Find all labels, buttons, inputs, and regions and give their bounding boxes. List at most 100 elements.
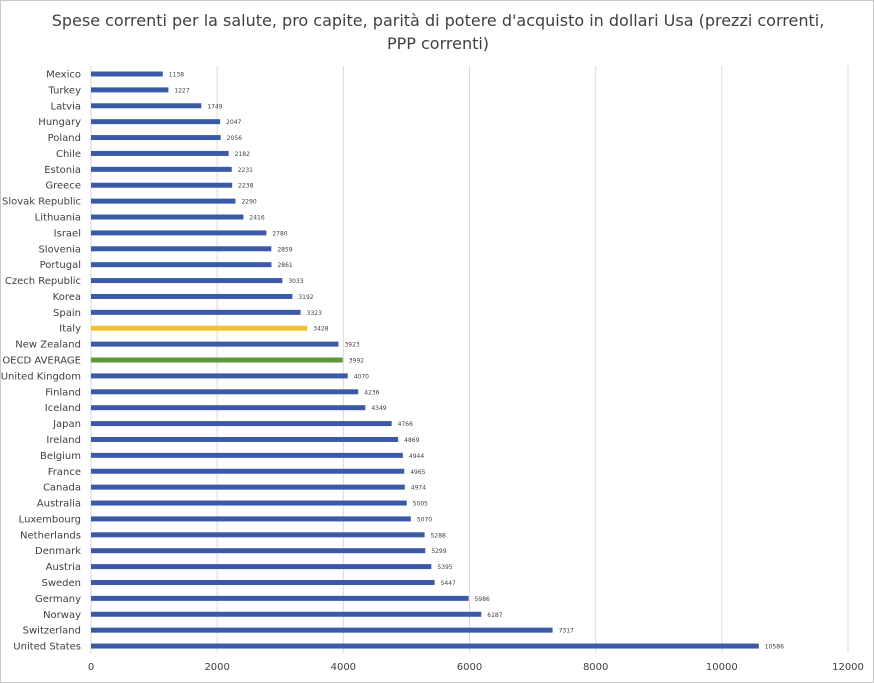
category-label: Iceland xyxy=(45,403,81,414)
bar xyxy=(91,611,482,617)
bar xyxy=(91,436,399,442)
value-label: 5395 xyxy=(437,564,452,571)
category-label: Germany xyxy=(35,594,81,605)
category-label: Slovak Republic xyxy=(2,197,81,208)
bar xyxy=(91,182,233,188)
value-label: 2047 xyxy=(226,119,241,126)
value-label: 5299 xyxy=(431,548,446,555)
value-label: 2780 xyxy=(272,230,287,237)
bar xyxy=(91,262,272,268)
category-label: Australia xyxy=(37,499,81,510)
category-label: Denmark xyxy=(35,546,81,557)
category-label: Italy xyxy=(59,324,81,335)
category-label: Finland xyxy=(45,387,81,398)
x-tick-label: 4000 xyxy=(331,662,356,673)
x-tick-label: 8000 xyxy=(583,662,608,673)
bar xyxy=(91,135,221,141)
value-label: 4944 xyxy=(409,453,424,460)
bar xyxy=(91,643,759,649)
bar xyxy=(91,484,405,490)
bar xyxy=(91,405,366,411)
bar xyxy=(91,198,236,204)
category-label: Hungary xyxy=(38,117,81,128)
value-label: 1138 xyxy=(169,72,184,79)
category-label: Poland xyxy=(48,133,81,144)
bar xyxy=(91,532,425,538)
category-label: Mexico xyxy=(46,70,81,81)
category-label: Switzerland xyxy=(23,626,81,637)
bar xyxy=(91,516,411,522)
value-label: 2238 xyxy=(238,183,253,190)
category-label: Portugal xyxy=(40,260,81,271)
value-label: 4965 xyxy=(410,469,425,476)
bar xyxy=(91,230,267,236)
value-label: 4070 xyxy=(354,373,369,380)
bar xyxy=(91,548,426,554)
value-label: 5005 xyxy=(413,501,428,508)
bar xyxy=(91,309,301,315)
category-label: Ireland xyxy=(46,435,81,446)
x-tick-label: 6000 xyxy=(457,662,482,673)
bar xyxy=(91,214,244,220)
category-label: France xyxy=(48,467,81,478)
bar xyxy=(91,564,432,570)
value-label: 2231 xyxy=(238,167,253,174)
category-label: Latvia xyxy=(51,101,81,112)
x-tick-label: 2000 xyxy=(204,662,229,673)
bar xyxy=(91,627,553,633)
value-label: 4236 xyxy=(364,389,379,396)
value-label: 3923 xyxy=(344,342,359,349)
value-label: 7317 xyxy=(559,628,574,635)
bar xyxy=(91,166,232,172)
category-label: Japan xyxy=(52,419,81,430)
category-label: Estonia xyxy=(44,165,81,176)
value-label: 4974 xyxy=(411,485,426,492)
value-label: 2182 xyxy=(235,151,250,158)
value-labels: 1138 1227 1749 2047 2056 2182 2231 2238 2290 2416… xyxy=(169,72,784,651)
bar xyxy=(91,421,392,427)
value-label: 3323 xyxy=(307,310,322,317)
value-label: 3992 xyxy=(349,358,364,365)
value-label: 3192 xyxy=(298,294,313,301)
bars xyxy=(91,71,759,649)
value-label: 6187 xyxy=(487,612,502,619)
value-label: 2416 xyxy=(249,215,264,222)
chart-title: Spese correnti per la salute, pro capite… xyxy=(1,9,874,55)
category-label: Canada xyxy=(43,483,81,494)
bar xyxy=(91,278,283,284)
value-label: 5288 xyxy=(431,532,446,539)
category-label: Belgium xyxy=(40,451,81,462)
bar xyxy=(91,119,221,125)
value-label: 1749 xyxy=(207,103,222,110)
value-label: 2056 xyxy=(227,135,242,142)
category-label: Turkey xyxy=(47,85,81,96)
x-axis-ticks: 0 2000 4000 6000 8000 10000 12000 xyxy=(88,662,864,673)
bar xyxy=(91,357,343,363)
bar xyxy=(91,579,435,585)
bar xyxy=(91,71,163,77)
value-label: 3033 xyxy=(288,278,303,285)
bar xyxy=(91,595,469,601)
value-label: 4349 xyxy=(371,405,386,412)
value-label: 3428 xyxy=(313,326,328,333)
bar xyxy=(91,150,229,156)
bar xyxy=(91,341,339,347)
category-labels: Mexico Turkey Latvia Hungary Poland Chile Esto… xyxy=(1,70,81,653)
value-label: 5447 xyxy=(441,580,456,587)
category-label: Czech Republic xyxy=(5,276,81,287)
bar xyxy=(91,468,405,474)
category-label: New Zealand xyxy=(15,340,81,351)
x-tick-label: 12000 xyxy=(832,662,864,673)
category-label: Norway xyxy=(43,610,81,621)
value-label: 2861 xyxy=(277,262,292,269)
value-label: 1227 xyxy=(174,87,189,94)
bar xyxy=(91,325,308,331)
category-label: Luxembourg xyxy=(19,514,81,525)
category-label: Israel xyxy=(54,228,81,239)
value-label: 10586 xyxy=(765,644,784,651)
category-label: United States xyxy=(13,642,81,653)
chart-title-line-2: PPP correnti) xyxy=(386,34,490,53)
category-label: Lithuania xyxy=(35,213,81,224)
